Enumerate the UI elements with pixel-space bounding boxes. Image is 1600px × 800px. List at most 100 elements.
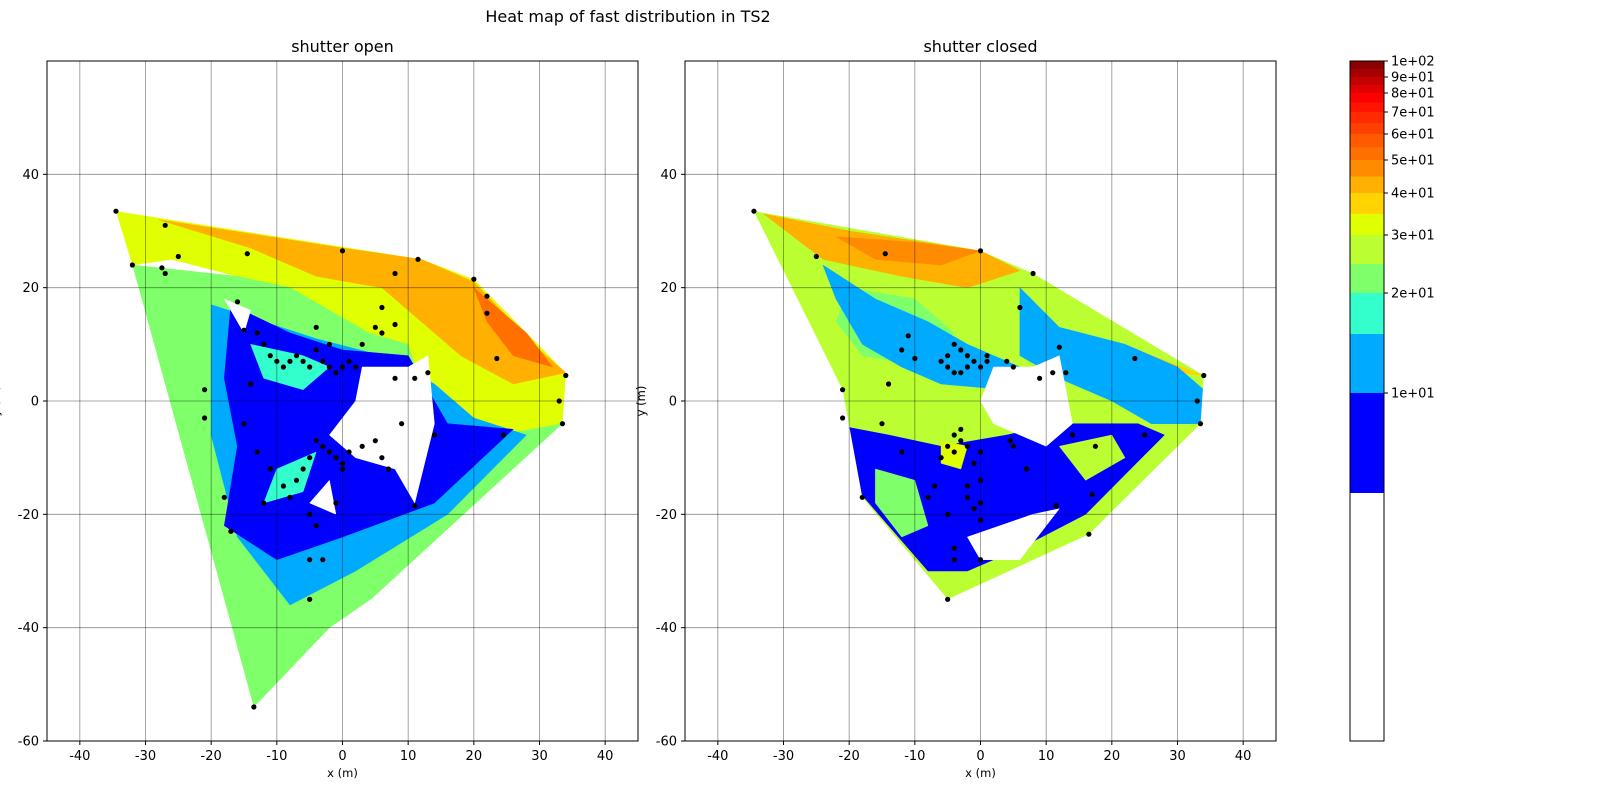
data-point <box>885 381 892 387</box>
data-point <box>945 353 951 359</box>
data-point <box>958 438 964 444</box>
x-tick-label: 0 <box>976 749 984 764</box>
colorbar-band <box>1350 193 1384 214</box>
data-point <box>494 355 500 362</box>
contour-region <box>835 236 981 266</box>
data-point <box>234 299 241 305</box>
y-tick-label: 0 <box>669 395 677 410</box>
contour-region <box>1058 434 1126 481</box>
colorbar-band <box>1350 235 1384 264</box>
x-tick-label: 20 <box>466 749 483 764</box>
data-point <box>1007 438 1013 444</box>
data-point <box>971 358 977 364</box>
colorbar-tick-label: 1e+02 <box>1391 55 1435 70</box>
data-point <box>221 494 227 500</box>
contour-fills <box>754 211 1204 600</box>
data-point <box>971 506 977 512</box>
data-points <box>113 208 569 710</box>
data-point <box>945 511 951 517</box>
data-point <box>287 494 293 500</box>
data-point <box>300 358 306 364</box>
data-point <box>1063 370 1069 376</box>
data-point <box>951 341 957 347</box>
data-point <box>977 449 984 455</box>
contour-region <box>473 287 554 368</box>
data-point <box>313 324 319 330</box>
data-point <box>313 438 319 444</box>
x-tick-label: -10 <box>904 749 925 764</box>
y-tick-label: 0 <box>31 395 39 410</box>
data-point <box>964 364 970 370</box>
x-tick-label: 20 <box>1104 749 1121 764</box>
data-point <box>392 375 398 381</box>
x-tick-label: -10 <box>266 749 287 764</box>
data-point <box>159 265 165 271</box>
data-point <box>931 483 938 489</box>
colorbar-band <box>1350 61 1384 69</box>
y-tick-label: 40 <box>22 168 39 183</box>
colorbar-band <box>1350 393 1384 493</box>
colorbar-band <box>1350 134 1384 147</box>
data-point <box>563 372 569 379</box>
data-point <box>162 222 168 228</box>
data-point <box>751 208 757 214</box>
data-point <box>958 370 964 376</box>
data-point <box>958 347 964 353</box>
data-point <box>1030 270 1036 277</box>
data-point <box>977 500 984 506</box>
colorbar-tick-label: 7e+01 <box>1391 106 1435 121</box>
data-point <box>840 415 846 421</box>
data-point <box>951 370 957 376</box>
x-tick-label: 30 <box>1169 749 1186 764</box>
y-axis-label: y (m) <box>634 386 648 417</box>
data-point <box>379 330 385 336</box>
colorbar-frame <box>1349 60 1385 742</box>
x-axis-label: x (m) <box>327 766 358 780</box>
data-point <box>113 208 119 214</box>
y-tick-label: -20 <box>656 508 677 523</box>
data-point <box>254 449 260 455</box>
data-point <box>1050 370 1056 376</box>
panel-shutter-closed: -40 -30 -20 -10 0 10 20 30 40 -60 -40 -20 0 20 40 shutt… <box>634 37 1277 780</box>
colorbar-band <box>1350 85 1384 93</box>
data-point <box>905 333 911 339</box>
data-point <box>339 248 346 254</box>
x-tick-label: -30 <box>135 749 156 764</box>
data-point <box>385 466 392 472</box>
y-tick-label: -20 <box>18 508 39 523</box>
x-axis-label: x (m) <box>965 766 996 780</box>
data-point <box>372 438 378 444</box>
data-point <box>162 270 168 277</box>
contour-region <box>967 508 1060 560</box>
x-tick-label: -40 <box>69 749 90 764</box>
contour-fills <box>116 211 566 707</box>
data-point <box>326 364 332 370</box>
data-point <box>912 355 918 362</box>
contour-region <box>158 219 566 385</box>
data-point <box>1053 503 1059 509</box>
data-point <box>320 443 326 449</box>
contour-region <box>980 355 1073 447</box>
y-tick-label: -40 <box>656 621 677 636</box>
data-point <box>813 253 819 260</box>
grid <box>47 61 638 742</box>
colorbar-band <box>1350 102 1384 112</box>
data-point <box>267 466 273 472</box>
colorbar-tick-label: 6e+01 <box>1391 128 1435 143</box>
data-point <box>879 421 885 427</box>
data-point <box>945 443 951 449</box>
data-point <box>556 398 562 404</box>
data-point <box>964 353 970 359</box>
data-point <box>938 455 944 461</box>
colorbar-band <box>1350 293 1384 334</box>
data-point <box>280 364 286 370</box>
data-point <box>415 256 421 262</box>
data-point <box>840 387 846 393</box>
data-point <box>1056 344 1062 350</box>
colorbar-band <box>1350 214 1384 235</box>
data-point <box>307 364 313 370</box>
data-point <box>326 341 332 347</box>
data-point <box>1142 432 1148 438</box>
data-point <box>379 455 385 461</box>
data-point <box>882 251 888 257</box>
